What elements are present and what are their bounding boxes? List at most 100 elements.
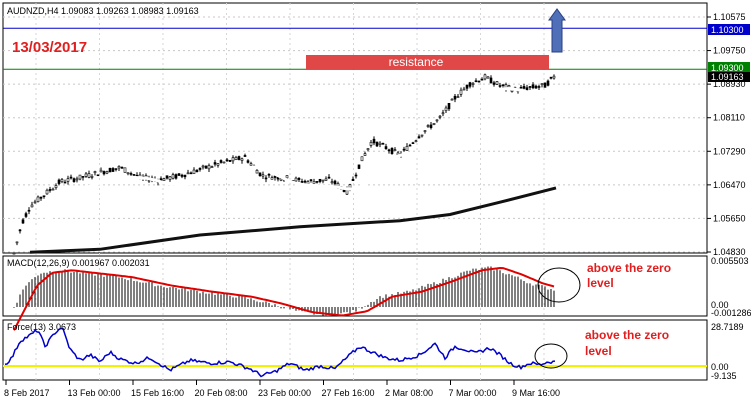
candle-body xyxy=(177,173,181,176)
candle-body xyxy=(108,167,112,173)
candle-body xyxy=(525,87,529,91)
time-label: 8 Feb 2017 xyxy=(4,388,50,398)
time-label: 9 Mar 16:00 xyxy=(512,388,560,398)
macd-tick-top: 0.005503 xyxy=(711,256,749,266)
candle-body xyxy=(66,178,70,182)
candle-body xyxy=(318,178,322,182)
candle-body xyxy=(231,157,235,162)
candle-body xyxy=(78,174,82,180)
candle-body xyxy=(39,196,43,199)
price-tick-label: 1.09750 xyxy=(713,46,746,56)
candle-body xyxy=(60,179,64,183)
current-price-tag xyxy=(708,72,750,82)
candle-body xyxy=(360,156,364,162)
candle-body xyxy=(549,76,553,79)
candle-body xyxy=(21,219,25,224)
candle-body xyxy=(57,179,61,184)
macd-annotation-line2: level xyxy=(587,276,614,290)
price-tick-label: 1.07290 xyxy=(713,146,746,156)
candle-body xyxy=(471,83,475,85)
candle-body xyxy=(216,163,220,166)
candle-body xyxy=(459,89,463,95)
candle-body xyxy=(123,167,127,173)
time-label: 27 Feb 16:00 xyxy=(322,388,375,398)
candle-body xyxy=(474,80,478,83)
macd-header: MACD(12,26,9) 0.001967 0.002031 xyxy=(7,258,150,268)
force-tick-top: 28.7189 xyxy=(711,322,744,332)
price-tick-label: 1.06470 xyxy=(713,180,746,190)
candle-body xyxy=(51,188,55,191)
candle-body xyxy=(261,174,265,177)
candle-body xyxy=(552,75,556,79)
force-panel[interactable] xyxy=(2,319,708,381)
price-axis: 1.10575 1.09750 1.08930 1.08110 1.07290 1.064… xyxy=(707,12,746,257)
candle-body xyxy=(30,204,34,208)
candle-body xyxy=(189,172,193,175)
candle-body xyxy=(198,167,202,170)
macd-tick-bottom: -0.001286 xyxy=(711,308,751,318)
candle-body xyxy=(441,112,445,115)
candle-body xyxy=(24,213,28,217)
blue-line-price: 1.10300 xyxy=(711,25,744,35)
candle-body xyxy=(90,176,94,178)
candle-body xyxy=(462,88,466,91)
main-chart-panel[interactable] xyxy=(2,2,708,254)
green-line-price: 1.09300 xyxy=(711,63,744,73)
candle-body xyxy=(213,162,217,165)
candle-body xyxy=(225,159,229,162)
force-index-line xyxy=(4,327,556,378)
candle-body xyxy=(69,176,73,179)
candle-body xyxy=(468,82,472,87)
candle-body xyxy=(300,181,304,183)
price-tick-label: 1.08110 xyxy=(713,113,745,123)
candle-body xyxy=(33,201,37,204)
candle-body xyxy=(420,134,424,137)
candle-body xyxy=(120,166,124,169)
candle-body xyxy=(393,149,397,151)
candle-body xyxy=(321,179,325,182)
candle-body xyxy=(99,169,103,173)
candle-body xyxy=(240,158,244,161)
resistance-box[interactable] xyxy=(306,55,549,69)
candle-body xyxy=(195,169,199,172)
candle-body xyxy=(18,229,22,232)
candle-body xyxy=(111,168,115,172)
force-tick-bottom: -9.135 xyxy=(711,371,737,381)
candle-body xyxy=(507,85,511,88)
candle-body xyxy=(258,172,262,177)
candle-body xyxy=(96,174,100,177)
candle-body xyxy=(93,171,97,173)
time-label: 13 Feb 00:00 xyxy=(68,388,121,398)
candle-body xyxy=(543,82,547,88)
candle-body xyxy=(117,166,121,169)
time-label: 2 Mar 08:00 xyxy=(385,388,433,398)
candle-body xyxy=(255,169,259,174)
green-line-price-tag xyxy=(708,62,750,73)
candle-body xyxy=(234,157,238,161)
candle-body xyxy=(183,174,187,178)
candle-body xyxy=(537,86,541,88)
time-label: 7 Mar 00:00 xyxy=(449,388,497,398)
candle-body xyxy=(327,176,331,179)
candle-body xyxy=(519,86,523,89)
candle-body xyxy=(63,181,67,184)
candle-body xyxy=(501,84,505,86)
candle-body xyxy=(540,83,544,85)
time-label: 15 Feb 16:00 xyxy=(131,388,184,398)
candle-body xyxy=(186,172,190,175)
candle-body xyxy=(432,123,436,125)
candle-body xyxy=(405,146,409,151)
candle-body xyxy=(546,80,550,86)
candle-body xyxy=(36,196,40,202)
candle-body xyxy=(54,185,58,188)
grid-lines xyxy=(3,3,707,380)
candle-body xyxy=(354,174,358,177)
current-price: 1.09163 xyxy=(711,72,744,82)
candle-body xyxy=(126,172,130,174)
candle-body xyxy=(480,78,484,81)
macd-tick-zero: 0.00 xyxy=(711,300,729,310)
up-arrow-icon[interactable] xyxy=(548,8,566,53)
candle-body xyxy=(435,119,439,122)
macd-panel[interactable] xyxy=(2,255,708,317)
candle-body xyxy=(132,174,136,176)
